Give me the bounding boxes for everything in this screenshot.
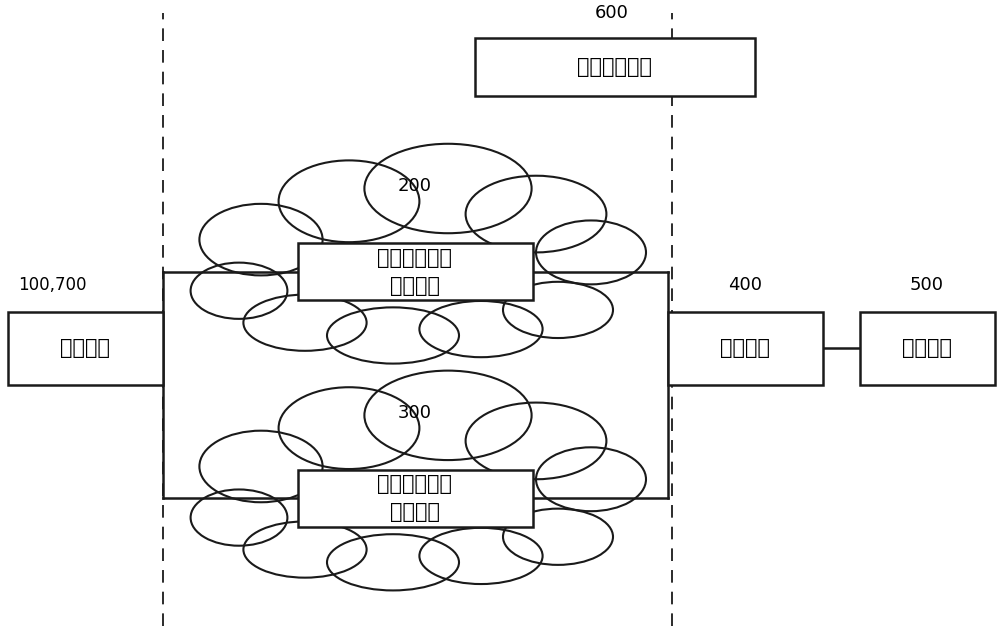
Ellipse shape xyxy=(327,307,459,364)
FancyBboxPatch shape xyxy=(475,38,755,96)
Ellipse shape xyxy=(243,521,367,578)
Ellipse shape xyxy=(419,301,543,357)
Ellipse shape xyxy=(191,263,287,319)
FancyBboxPatch shape xyxy=(860,311,994,385)
Text: 400: 400 xyxy=(728,276,762,294)
FancyBboxPatch shape xyxy=(8,311,162,385)
Ellipse shape xyxy=(191,489,287,546)
Ellipse shape xyxy=(364,144,532,233)
Ellipse shape xyxy=(279,387,419,469)
Ellipse shape xyxy=(184,364,646,633)
Text: 300: 300 xyxy=(398,404,432,422)
FancyBboxPatch shape xyxy=(298,470,532,527)
Ellipse shape xyxy=(503,509,613,565)
Text: 策略管理设备: 策略管理设备 xyxy=(578,57,652,77)
Text: 第一网络设备
第一网络: 第一网络设备 第一网络 xyxy=(378,247,452,296)
Ellipse shape xyxy=(279,160,419,242)
Ellipse shape xyxy=(419,528,543,584)
Text: 外部设备: 外部设备 xyxy=(902,338,952,358)
Ellipse shape xyxy=(466,176,606,252)
Ellipse shape xyxy=(466,403,606,479)
Text: 100,700: 100,700 xyxy=(18,276,87,294)
Ellipse shape xyxy=(199,431,323,502)
Ellipse shape xyxy=(243,295,367,351)
Ellipse shape xyxy=(536,447,646,511)
Text: 第二网络设备
第二网络: 第二网络设备 第二网络 xyxy=(378,474,452,523)
Ellipse shape xyxy=(199,204,323,275)
Ellipse shape xyxy=(184,137,646,406)
Ellipse shape xyxy=(503,282,613,338)
Text: 500: 500 xyxy=(910,276,944,294)
Text: 终端设备: 终端设备 xyxy=(60,338,110,358)
Ellipse shape xyxy=(364,371,532,460)
Ellipse shape xyxy=(327,534,459,590)
Ellipse shape xyxy=(536,220,646,284)
Text: 200: 200 xyxy=(398,177,432,195)
FancyBboxPatch shape xyxy=(298,243,532,300)
Text: 600: 600 xyxy=(595,4,629,22)
FancyBboxPatch shape xyxy=(668,311,822,385)
Text: 管理设备: 管理设备 xyxy=(720,338,770,358)
